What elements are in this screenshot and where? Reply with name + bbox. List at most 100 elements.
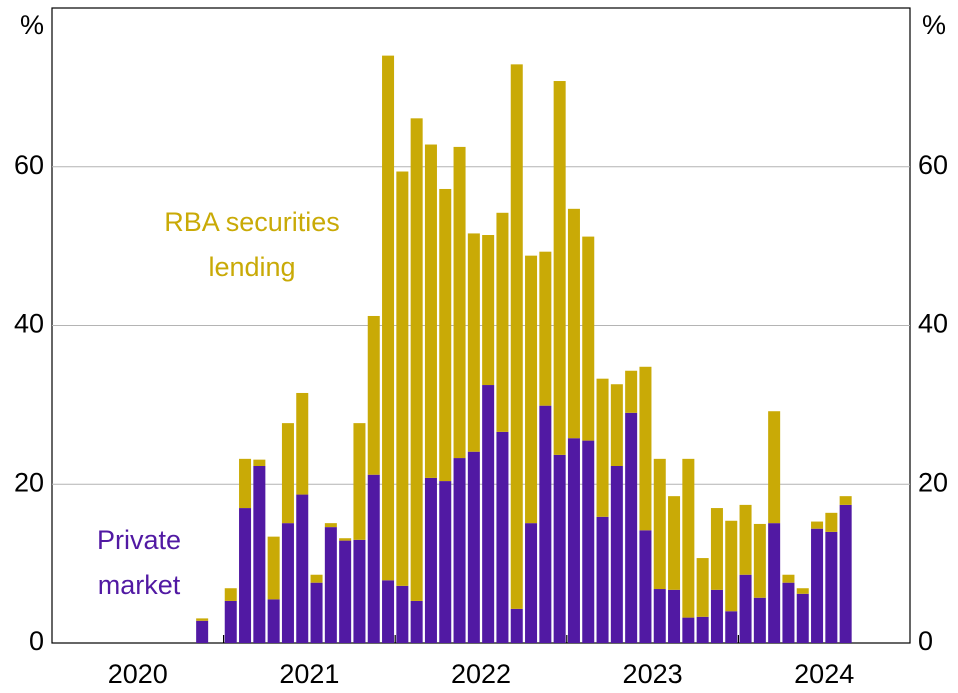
bar-segment [410,600,423,643]
bar-segment [696,558,709,617]
y-unit-right: % [922,10,946,40]
bar-segment [782,574,795,583]
bar-segment [710,589,723,643]
bar-segment [439,188,452,482]
bar-segment [439,481,452,643]
bar-segment [639,530,652,643]
bar-segment [625,412,638,643]
bar-segment [367,474,380,643]
bar-segment [653,589,666,643]
bar-segment [239,508,252,643]
annotation: market [98,570,181,600]
bar-segment [710,508,723,590]
bar-segment [725,611,738,643]
bar-segment [567,208,580,439]
y-tick-label-left: 60 [14,150,44,180]
x-year-label: 2022 [451,659,511,689]
y-tick-label-left: 0 [29,626,44,656]
bar-segment [396,585,409,643]
bar-segment [339,538,352,541]
bar-segment [482,385,495,643]
bar-segment [739,504,752,575]
bar-segment [224,588,237,601]
bar-segment [496,431,509,643]
bar-segment [510,608,523,643]
bar-segment [782,582,795,643]
annotation: RBA securities [164,207,340,237]
bar-segment [239,458,252,509]
bar-segment [639,366,652,531]
bar-segment [696,616,709,643]
bar-segment [382,55,395,581]
bar-segment [839,496,852,505]
bar-segment [567,438,580,643]
bar-segment [196,618,209,621]
y-tick-label-right: 0 [918,626,933,656]
bar-segment [281,523,294,643]
bar-segment [267,536,280,600]
bar-segment [582,236,595,441]
bar-segment [339,540,352,643]
bar-segment [410,118,423,601]
bar-segment [367,315,380,475]
bar-segment [796,588,809,594]
bar-segment [281,423,294,524]
bar-segment [453,458,466,643]
bar-segment [625,370,638,413]
y-unit-left: % [20,10,44,40]
bar-segment [467,451,480,643]
x-year-label: 2020 [108,659,168,689]
bar-segment [811,528,824,643]
bar-segment [224,600,237,643]
bar-segment [396,171,409,586]
bar-segment [324,523,337,528]
bar-segment [382,580,395,643]
bar-segment [753,597,766,643]
y-tick-label-right: 40 [918,309,948,339]
bar-segment [253,459,266,466]
bar-segment [482,235,495,386]
x-year-label: 2024 [794,659,854,689]
bar-segment [768,411,781,524]
bar-segment [682,458,695,618]
x-year-label: 2021 [279,659,339,689]
bar-segment [610,384,623,466]
y-tick-label-right: 60 [918,150,948,180]
bar-segment [424,144,437,478]
bar-segment [196,620,209,643]
bar-segment [525,523,538,643]
bar-segment [768,523,781,643]
bar-segment [811,521,824,529]
bar-segment [582,440,595,643]
bar-segment [653,458,666,590]
annotation: Private [97,525,181,555]
bar-segment [539,251,552,406]
bar-segment [825,531,838,643]
bar-segment [310,582,323,643]
bar-segment [296,392,309,495]
bar-segment [668,589,681,643]
bar-segment [553,454,566,643]
bar-segment [539,405,552,643]
bar-segment [253,465,266,643]
bar-segment [682,617,695,643]
bar-segment [739,574,752,643]
bar-segment [596,516,609,643]
bar-segment [668,496,681,590]
bar-segment [839,504,852,643]
y-tick-label-left: 40 [14,309,44,339]
y-tick-label-left: 20 [14,467,44,497]
bar-segment [324,527,337,643]
bar-segment [796,593,809,643]
bar-segment [610,465,623,643]
bar-segment [453,146,466,459]
bar-segment [596,378,609,517]
bar-segment [424,477,437,643]
bar-segment [296,494,309,643]
bar-segment [725,520,738,612]
bar-segment [310,574,323,583]
bar-segment [267,599,280,643]
bar-segment [353,423,366,540]
bar-segment [553,81,566,455]
